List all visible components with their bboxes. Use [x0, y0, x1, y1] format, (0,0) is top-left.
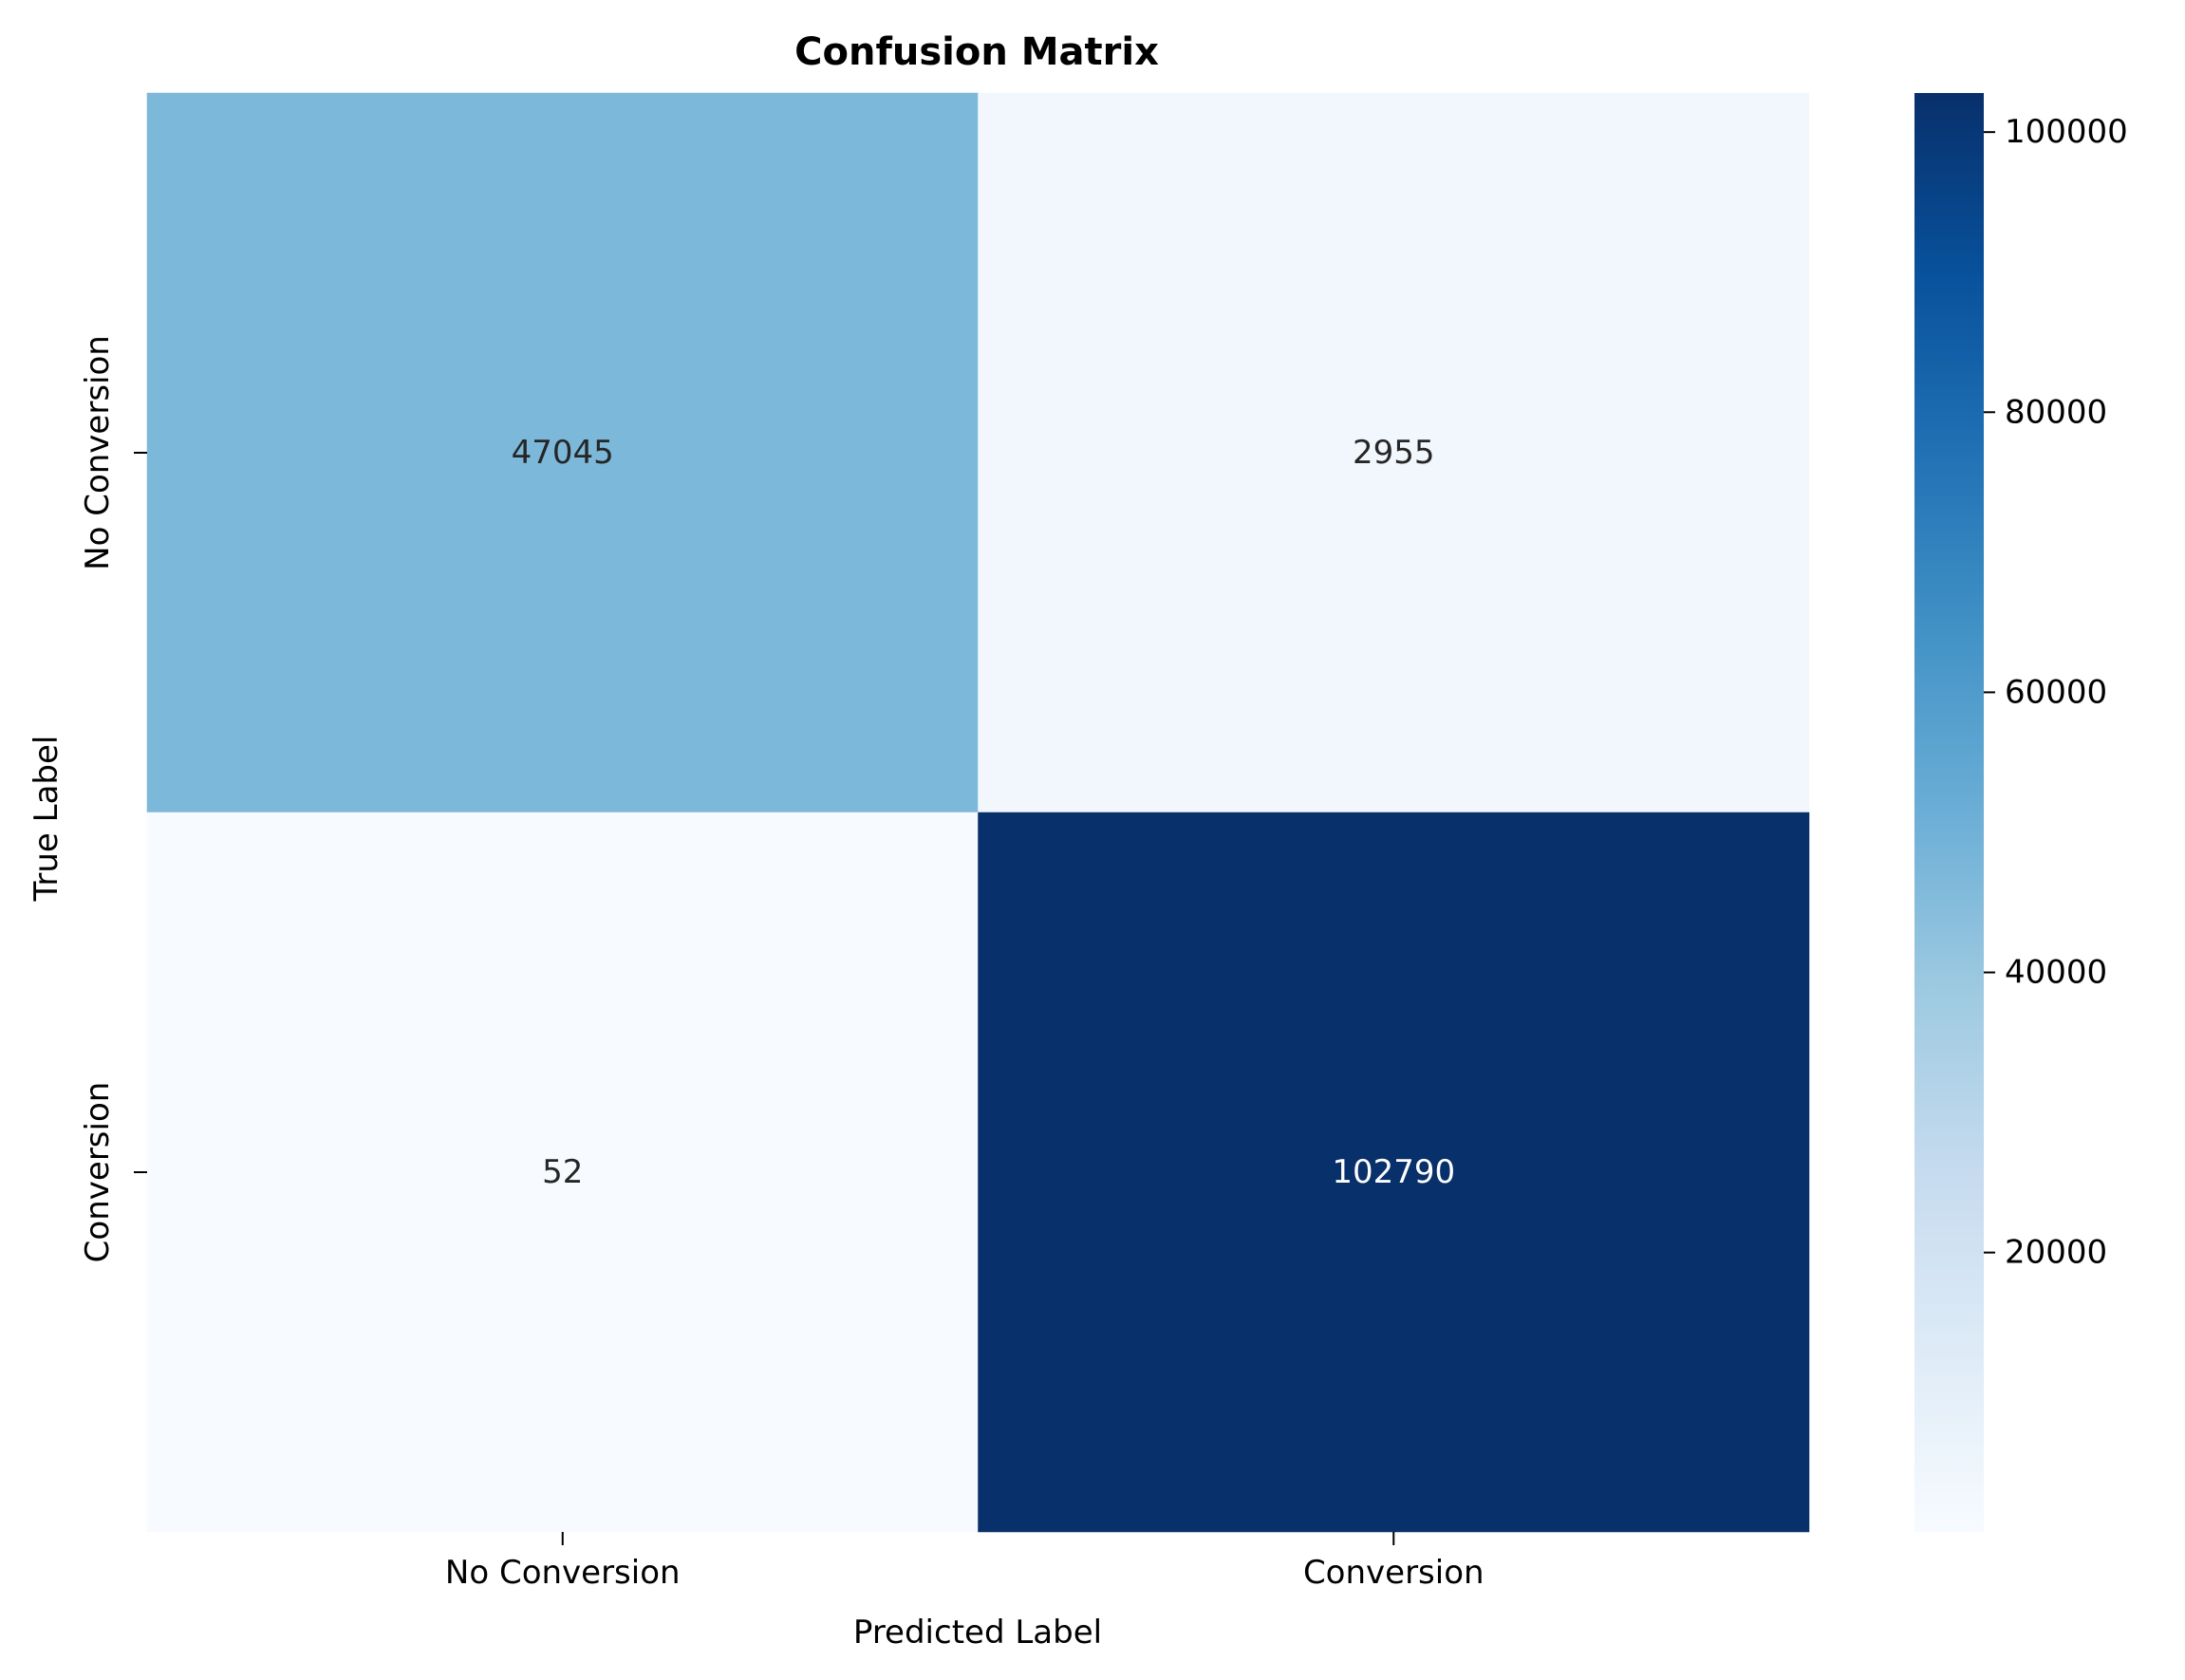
cell-value-label: 2955: [1353, 434, 1435, 472]
x-axis: No Conversion Conversion: [445, 1532, 1485, 1592]
y-axis: No Conversion Conversion: [79, 335, 147, 1262]
chart-title: Confusion Matrix: [794, 30, 1159, 74]
colorbar-tick-label: 60000: [2005, 673, 2107, 711]
y-tick-label: No Conversion: [79, 335, 117, 570]
colorbar-ticks: 20000 40000 60000 80000 100000: [1984, 113, 2128, 1272]
heatmap-cell: [146, 812, 979, 1533]
heatmap-cell: [978, 812, 1810, 1533]
colorbar: [1914, 93, 1984, 1532]
y-tick-label: Conversion: [79, 1082, 117, 1263]
cell-annotations: 47045 2955 52 102790: [512, 434, 1455, 1191]
cell-value-label: 52: [542, 1153, 583, 1191]
heatmap-cells: [146, 92, 1810, 1533]
colorbar-tick-label: 20000: [2005, 1234, 2107, 1272]
x-tick-label: Conversion: [1303, 1554, 1485, 1592]
colorbar-tick-label: 100000: [2005, 113, 2128, 151]
colorbar-tick-label: 40000: [2005, 954, 2107, 992]
heatmap-cell: [978, 92, 1810, 813]
cell-value-label: 47045: [512, 434, 614, 472]
heatmap-cell: [146, 92, 979, 813]
cell-value-label: 102790: [1332, 1153, 1455, 1191]
y-axis-label: True Label: [28, 736, 65, 903]
colorbar-tick-label: 80000: [2005, 393, 2107, 431]
x-tick-label: No Conversion: [445, 1554, 681, 1592]
x-axis-label: Predicted Label: [853, 1614, 1102, 1652]
